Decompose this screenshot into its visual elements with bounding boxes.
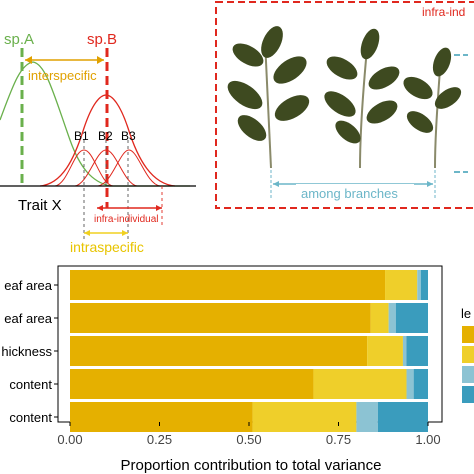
bar-segment (420, 270, 428, 300)
row-separator (70, 432, 428, 435)
intraspecific-label: intraspecific (70, 239, 144, 255)
branch-2 (324, 28, 400, 169)
panel-b-border (215, 1, 474, 209)
infra-individual-label: infra-individual (94, 214, 158, 225)
interspecific-label: interspecific (28, 68, 97, 83)
bar-segment (70, 336, 368, 366)
bar-segment (377, 402, 428, 432)
legend-title: le (461, 306, 471, 321)
branch-3-leaf (434, 87, 462, 109)
x-tick-label: 0.25 (147, 432, 172, 447)
bar-segment (395, 303, 428, 333)
branch-1-leaf (274, 95, 310, 121)
branch-2-leaf (360, 28, 380, 60)
sp-a-curve (0, 61, 190, 187)
bar-segment (388, 303, 396, 333)
branch-1-leaf (261, 26, 283, 58)
row-separator (70, 300, 428, 303)
bar-segment (313, 369, 407, 399)
bar-segment (70, 369, 314, 399)
branch-2-leaf (335, 120, 361, 144)
interspecific-arrowhead-left (25, 56, 32, 64)
intra-arrowhead-left (84, 230, 90, 236)
legend-key (462, 366, 474, 383)
b1-label: B1 (74, 129, 89, 143)
legend-key (462, 386, 474, 403)
y-tick-label: eaf area (4, 278, 52, 293)
among-branches-label: among branches (301, 186, 398, 201)
interspecific-arrowhead-right (97, 56, 104, 64)
bar-segment (70, 270, 386, 300)
among-arrowhead-right (427, 181, 433, 187)
infra-arrowhead-left (97, 205, 103, 211)
bar-segment (367, 336, 403, 366)
sp-a-label: sp.A (4, 31, 34, 48)
branch-1-stem (264, 39, 272, 169)
bar-segment (402, 336, 407, 366)
among-arrowhead-left (273, 181, 279, 187)
branch-3-leaf (406, 111, 434, 133)
bar-segment (417, 270, 421, 300)
legend-key (462, 346, 474, 363)
legend-keys (462, 326, 474, 403)
bar-segment (252, 402, 357, 432)
bar-segment (70, 402, 253, 432)
y-tick-label: content (9, 377, 52, 392)
branch-1-leaf (237, 115, 267, 141)
branch-3 (403, 47, 462, 169)
x-tick-label: 1.00 (415, 432, 440, 447)
panel-b-blue-bracket (454, 54, 468, 173)
sp-b-label: sp.B (87, 31, 117, 48)
b3-label: B3 (121, 129, 136, 143)
x-axis-label: Trait X (18, 197, 62, 214)
branch-1-leaf (232, 43, 264, 67)
branch-2-leaf (366, 100, 398, 124)
x-axis-title: Proportion contribution to total varianc… (121, 457, 382, 474)
branch-1 (227, 26, 310, 169)
row-separator (70, 333, 428, 336)
bars-layer (70, 270, 428, 435)
infra-individual-label-b: infra-ind (422, 5, 465, 19)
y-ticks-layer: eaf area eaf area hickness content content (1, 278, 58, 425)
b2-label: B2 (98, 129, 113, 143)
branch-3-leaf (403, 76, 433, 100)
y-tick-label: content (9, 410, 52, 425)
panel-a: sp.A sp.B interspecific B1 B2 B3 Trait X… (0, 31, 196, 255)
bar-segment (406, 336, 428, 366)
panel-b: infra-ind (215, 1, 474, 209)
branch-b3-curve (97, 149, 161, 187)
x-tick-label: 0.00 (57, 432, 82, 447)
branch-2-leaf (326, 56, 358, 80)
y-tick-label: eaf area (4, 311, 52, 326)
y-tick-label: hickness (1, 344, 52, 359)
intra-arrowhead-right (122, 230, 128, 236)
bar-segment (70, 303, 371, 333)
branch-1-leaf (227, 80, 263, 110)
row-separator (70, 399, 428, 402)
bar-segment (385, 270, 418, 300)
panel-b-label-bg (418, 4, 474, 18)
infra-arrowhead-right (156, 205, 162, 211)
branch-b1-curve (54, 149, 114, 187)
panel-c: eaf area eaf area hickness content content 0… (1, 265, 474, 474)
among-branches-label-bg (296, 184, 414, 200)
branch-3-leaf (432, 47, 452, 77)
bar-segment (413, 369, 428, 399)
legend: le (461, 306, 474, 403)
bar-segment (406, 369, 414, 399)
bar-segment (370, 303, 389, 333)
bar-segment (356, 402, 378, 432)
legend-key (462, 326, 474, 343)
x-ticks-layer: 0.00 0.25 0.50 0.75 1.00 (57, 422, 441, 447)
x-tick-label: 0.75 (326, 432, 351, 447)
row-separator (70, 366, 428, 369)
branch-1-leaf (273, 56, 307, 84)
branch-2-leaf (368, 66, 400, 90)
x-tick-label: 0.50 (236, 432, 261, 447)
branch-2-leaf (324, 91, 356, 117)
